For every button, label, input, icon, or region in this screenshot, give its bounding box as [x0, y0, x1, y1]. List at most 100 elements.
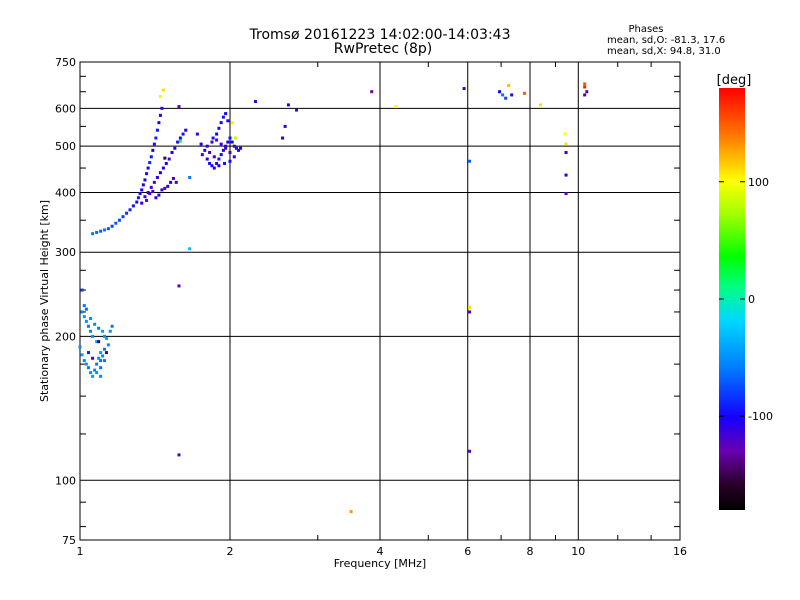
data-point	[155, 175, 159, 179]
data-point	[210, 164, 214, 168]
data-point	[121, 215, 125, 219]
data-point	[91, 232, 95, 236]
data-point	[215, 132, 219, 136]
data-point	[136, 196, 140, 200]
data-point	[95, 371, 99, 375]
stats-line-x: mean, sd,X: 94.8, 31.0	[607, 46, 721, 57]
data-point	[177, 284, 181, 288]
data-point	[564, 192, 568, 196]
data-point	[93, 322, 97, 326]
x-tick-label: 4	[377, 545, 384, 558]
data-point	[233, 136, 237, 140]
colorbar: [deg] 100 0 -100	[717, 73, 773, 510]
data-point	[234, 146, 238, 150]
data-point	[138, 192, 142, 196]
data-point	[84, 362, 88, 366]
data-point	[215, 161, 219, 165]
data-point	[224, 146, 228, 150]
data-point	[89, 329, 93, 333]
data-point	[564, 173, 568, 177]
data-point	[114, 221, 118, 225]
data-point	[103, 359, 107, 363]
data-point	[149, 155, 153, 159]
data-point	[167, 157, 171, 161]
data-point	[99, 351, 103, 355]
data-point	[236, 148, 240, 152]
data-point	[158, 95, 162, 99]
data-point	[154, 136, 158, 140]
data-point	[221, 148, 225, 152]
data-point	[145, 198, 149, 202]
data-point	[97, 340, 101, 344]
data-point	[151, 148, 155, 152]
y-tick-label: 200	[55, 330, 76, 343]
y-tick-label: 75	[62, 534, 76, 547]
data-point	[205, 144, 209, 148]
data-point	[181, 132, 185, 136]
data-point	[200, 153, 204, 157]
data-point	[89, 371, 93, 375]
data-point	[523, 91, 527, 95]
x-axis-label: Frequency [MHz]	[334, 557, 426, 570]
data-point	[125, 211, 129, 215]
colorbar-tick-label: 100	[748, 176, 769, 189]
data-point	[228, 159, 232, 163]
data-point	[117, 218, 121, 222]
data-point	[95, 362, 99, 366]
data-point	[211, 136, 215, 140]
data-point	[80, 353, 84, 357]
data-point	[212, 155, 216, 159]
data-point	[253, 100, 257, 104]
data-point	[99, 374, 103, 378]
data-point	[146, 190, 150, 194]
data-point	[215, 138, 219, 142]
data-point	[239, 146, 243, 150]
data-point	[160, 188, 164, 192]
data-point	[217, 164, 221, 168]
data-point	[152, 180, 156, 184]
data-point	[585, 90, 589, 94]
data-point	[195, 132, 199, 136]
data-points	[78, 82, 589, 514]
data-point	[148, 192, 152, 196]
data-point	[149, 185, 153, 189]
data-point	[178, 136, 182, 140]
x-tick-label: 2	[227, 545, 234, 558]
data-point	[177, 105, 181, 109]
y-tick-label: 750	[55, 56, 76, 69]
data-point	[510, 93, 514, 97]
y-tick-label: 600	[55, 102, 76, 115]
colorbar-tick-label: -100	[748, 410, 773, 423]
plot-area: 1 2 4 6 8 10 16 75 100 200 300 400 500 600 750	[55, 56, 687, 558]
data-point	[101, 354, 105, 358]
y-tick-label: 300	[55, 246, 76, 259]
data-point	[106, 343, 110, 347]
data-point	[228, 150, 232, 154]
chart-subtitle: RwPretec (8p)	[334, 41, 432, 57]
data-point	[135, 200, 139, 204]
data-point	[504, 96, 508, 100]
data-point	[158, 171, 162, 175]
data-point	[110, 224, 114, 228]
data-point	[93, 368, 97, 372]
stats-line-o: mean, sd,O: -81.3, 17.6	[607, 35, 725, 46]
data-point	[224, 144, 228, 148]
data-point	[224, 112, 228, 116]
data-point	[155, 128, 159, 132]
data-point	[217, 126, 221, 130]
data-point	[152, 142, 156, 146]
data-point	[394, 105, 398, 109]
data-point	[564, 150, 568, 154]
data-point	[99, 229, 103, 233]
data-point	[501, 93, 505, 97]
data-point	[178, 139, 182, 143]
data-point	[199, 142, 203, 146]
data-point	[295, 108, 299, 112]
data-point	[140, 201, 144, 205]
data-point	[97, 356, 101, 360]
data-point	[468, 310, 472, 314]
data-point	[230, 140, 234, 144]
data-point	[80, 310, 84, 314]
data-point	[110, 324, 114, 328]
data-point	[226, 140, 230, 144]
